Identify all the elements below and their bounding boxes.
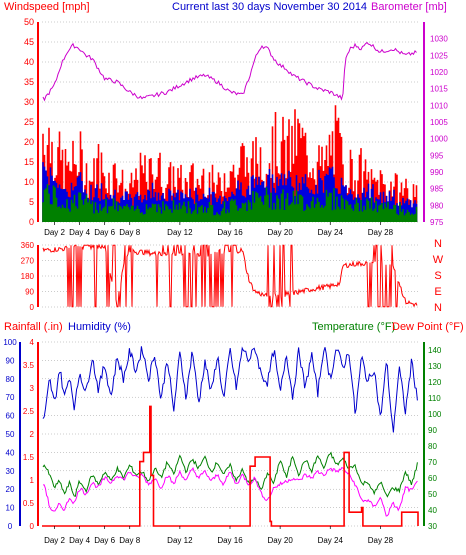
- series-barometer: [42, 41, 417, 102]
- temperature-tick-label: 90: [428, 426, 437, 435]
- x-tick-label: Day 20: [267, 228, 293, 237]
- x-tick-label: Day 12: [167, 228, 193, 237]
- compass-label: S: [434, 270, 441, 282]
- barometer-label: Barometer [mb]: [371, 1, 447, 13]
- direction-tick-label: 0: [30, 303, 35, 312]
- barometer-tick-label: 990: [430, 168, 444, 177]
- wind-tick-label: 50: [24, 17, 34, 27]
- temperature-tick-label: 40: [428, 506, 437, 515]
- temperature-tick-label: 140: [428, 346, 442, 355]
- x-tick-label: Day 20: [267, 536, 293, 545]
- x-tick-label: Day 24: [318, 228, 344, 237]
- temperature-tick-label: 120: [428, 378, 442, 387]
- series-humidity: [42, 346, 418, 433]
- x-tick-label: Day 2: [44, 228, 65, 237]
- windspeed-label: Windspeed [mph]: [4, 1, 90, 13]
- x-tick-label: Day 2: [44, 536, 65, 545]
- barometer-tick-label: 1030: [430, 35, 448, 44]
- temperature-tick-label: 100: [428, 410, 442, 419]
- barometer-tick-label: 980: [430, 201, 444, 210]
- direction-tick-label: 180: [21, 272, 35, 281]
- temperature-tick-label: 80: [428, 442, 437, 451]
- barometer-tick-label: 1025: [430, 51, 448, 60]
- wind-tick-label: 20: [24, 137, 34, 147]
- x-tick-label: Day 24: [318, 536, 344, 545]
- x-tick-label: Day 4: [69, 536, 90, 545]
- rain-tick-label: 1: [30, 476, 35, 485]
- temperature-tick-label: 110: [428, 394, 441, 403]
- humidity-tick-label: 80: [6, 375, 15, 384]
- wind-tick-label: 0: [29, 217, 34, 227]
- x-tick-label: Day 6: [94, 536, 115, 545]
- humidity-tick-label: 0: [8, 522, 13, 531]
- humidity-tick-label: 40: [6, 448, 15, 457]
- wind-tick-label: 5: [29, 197, 34, 207]
- direction-tick-label: 360: [21, 241, 35, 250]
- rain-tick-label: 3: [30, 384, 35, 393]
- compass-label: N: [434, 238, 442, 250]
- barometer-tick-label: 1020: [430, 68, 448, 77]
- barometer-tick-label: 995: [430, 151, 444, 160]
- humidity-label: Humidity (%): [68, 321, 131, 333]
- rainfall-label: Rainfall (.in): [4, 321, 63, 333]
- humidity-tick-label: 20: [6, 485, 15, 494]
- x-tick-label: Day 28: [368, 536, 394, 545]
- wind-tick-label: 35: [24, 77, 34, 87]
- dewpoint-label: Dew Point (°F): [392, 321, 464, 333]
- temperature-tick-label: 70: [428, 458, 437, 467]
- humidity-tick-label: 50: [6, 430, 15, 439]
- series-dewpoint: [43, 466, 418, 517]
- humidity-tick-label: 70: [6, 393, 15, 402]
- barometer-tick-label: 1010: [430, 101, 448, 110]
- x-tick-label: Day 16: [217, 228, 243, 237]
- x-tick-label: Day 16: [217, 536, 243, 545]
- temperature-tick-label: 60: [428, 474, 437, 483]
- barometer-tick-label: 1005: [430, 118, 448, 127]
- barometer-tick-label: 1000: [430, 135, 448, 144]
- temperature-label: Temperature (°F): [312, 321, 396, 333]
- humidity-tick-label: 30: [6, 467, 15, 476]
- wind-tick-label: 15: [24, 157, 34, 167]
- humidity-tick-label: 60: [6, 412, 15, 421]
- x-tick-label: Day 4: [69, 228, 90, 237]
- compass-label: E: [434, 286, 441, 298]
- rain-tick-label: 1.5: [23, 453, 35, 462]
- humidity-tick-label: 10: [6, 504, 15, 513]
- x-tick-label: Day 28: [368, 228, 394, 237]
- rain-tick-label: 4: [30, 338, 35, 347]
- barometer-tick-label: 975: [430, 218, 444, 227]
- x-tick-label: Day 12: [167, 536, 193, 545]
- series-direction: [42, 243, 418, 308]
- rain-tick-label: 0: [30, 522, 35, 531]
- rain-tick-label: 2: [30, 430, 35, 439]
- rain-tick-label: 0.5: [23, 499, 35, 508]
- wind-tick-label: 10: [24, 177, 34, 187]
- series-temperature: [42, 451, 418, 498]
- wind-tick-label: 30: [24, 97, 34, 107]
- series-speed-low: [42, 184, 418, 222]
- wind-tick-label: 40: [24, 57, 34, 67]
- temperature-tick-label: 30: [428, 522, 437, 531]
- humidity-tick-label: 100: [3, 338, 17, 347]
- humidity-tick-label: 90: [6, 356, 15, 365]
- temperature-tick-label: 50: [428, 490, 437, 499]
- compass-label: W: [433, 254, 444, 266]
- chart-title: Current last 30 days November 30 2014: [172, 1, 368, 13]
- x-tick-label: Day 8: [119, 536, 140, 545]
- barometer-tick-label: 985: [430, 185, 444, 194]
- wind-tick-label: 25: [24, 117, 34, 127]
- x-tick-label: Day 6: [94, 228, 115, 237]
- compass-label: N: [434, 302, 442, 314]
- temperature-tick-label: 130: [428, 362, 442, 371]
- barometer-tick-label: 1015: [430, 85, 448, 94]
- rain-tick-label: 2.5: [23, 407, 35, 416]
- wind-tick-label: 45: [24, 37, 34, 47]
- series-rainfall: [42, 405, 419, 527]
- direction-tick-label: 270: [21, 257, 35, 266]
- x-tick-label: Day 8: [119, 228, 140, 237]
- rain-tick-label: 3.5: [23, 361, 35, 370]
- direction-tick-label: 90: [25, 288, 34, 297]
